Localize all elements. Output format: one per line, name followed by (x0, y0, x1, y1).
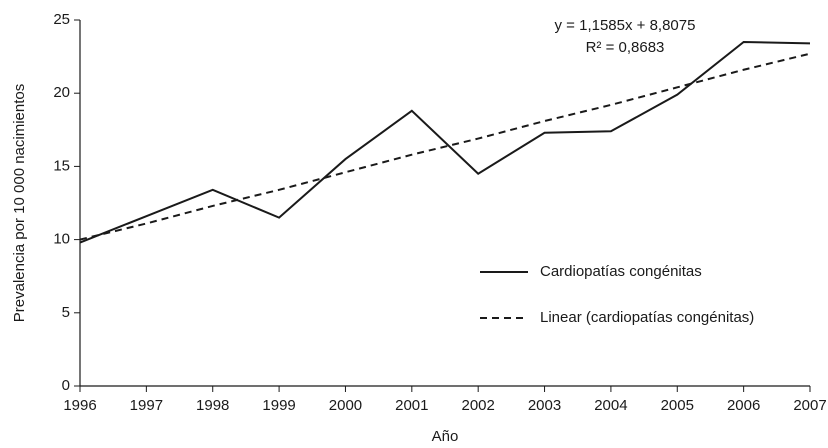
x-tick-label: 2006 (727, 397, 760, 414)
x-tick-label: 2001 (395, 397, 428, 414)
legend-label: Cardiopatías congénitas (540, 263, 702, 280)
x-tick-label: 1996 (63, 397, 96, 414)
y-tick-label: 25 (53, 11, 70, 28)
y-tick-label: 5 (62, 304, 70, 321)
x-tick-label: 1999 (262, 397, 295, 414)
y-axis-label: Prevalencia por 10 000 nacimientos (11, 84, 28, 322)
y-tick-label: 15 (53, 157, 70, 174)
x-tick-label: 1998 (196, 397, 229, 414)
x-tick-label: 2004 (594, 397, 627, 414)
x-tick-label: 1997 (130, 397, 163, 414)
legend-label: Linear (cardiopatías congénitas) (540, 309, 754, 326)
r-squared: R² = 0,8683 (586, 39, 665, 56)
x-tick-label: 2003 (528, 397, 561, 414)
x-tick-label: 2005 (661, 397, 694, 414)
equation: y = 1,1585x + 8,8075 (555, 17, 696, 34)
x-tick-label: 2000 (329, 397, 362, 414)
x-tick-label: 2007 (793, 397, 826, 414)
y-tick-label: 10 (53, 231, 70, 248)
y-tick-label: 20 (53, 84, 70, 101)
x-tick-label: 2002 (461, 397, 494, 414)
series-line (79, 40, 811, 244)
x-axis-label: Año (432, 428, 459, 445)
y-tick-label: 0 (62, 377, 70, 394)
series-line (79, 52, 811, 241)
